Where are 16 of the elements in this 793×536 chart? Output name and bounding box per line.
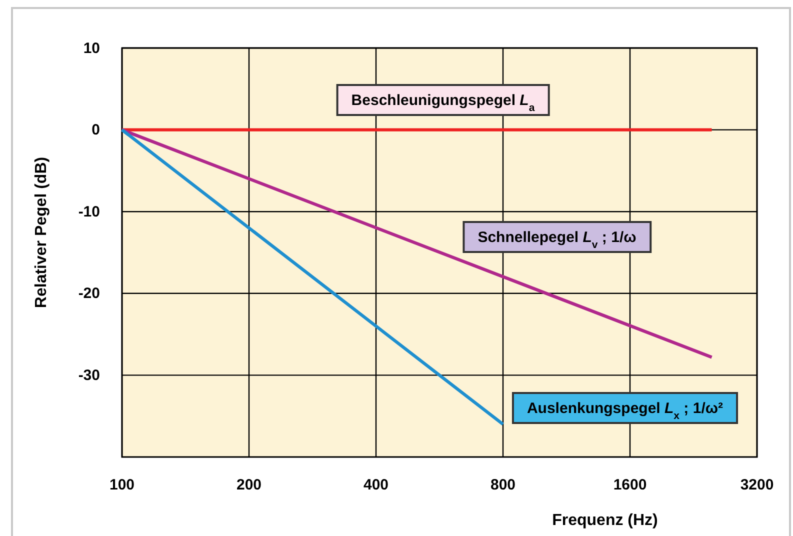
- x-tick-label: 200: [236, 476, 262, 494]
- y-tick-label: 10: [83, 40, 100, 57]
- y-tick-label: 0: [92, 122, 100, 139]
- y-tick-label: -10: [78, 203, 100, 220]
- series-label: Auslenkungspegel L$_{x}$ ; 1/ω²: [526, 400, 724, 422]
- x-tick-label: 800: [490, 476, 516, 494]
- y-tick-label: -30: [78, 367, 100, 384]
- x-tick-label: 1600: [613, 476, 647, 494]
- series-label: Beschleunigungspegel L$_{a}$: [351, 92, 535, 114]
- y-axis-title: Relativer Pegel (dB): [33, 156, 50, 308]
- x-tick-label: 3200: [740, 476, 774, 494]
- x-axis-title: Frequenz (Hz): [552, 512, 658, 529]
- x-tick-label: 100: [109, 476, 135, 494]
- x-tick-label: 400: [363, 476, 389, 494]
- y-tick-label: -20: [78, 285, 100, 302]
- series-label: Schnellepegel L$_{v}$ ; 1/ω: [478, 229, 637, 251]
